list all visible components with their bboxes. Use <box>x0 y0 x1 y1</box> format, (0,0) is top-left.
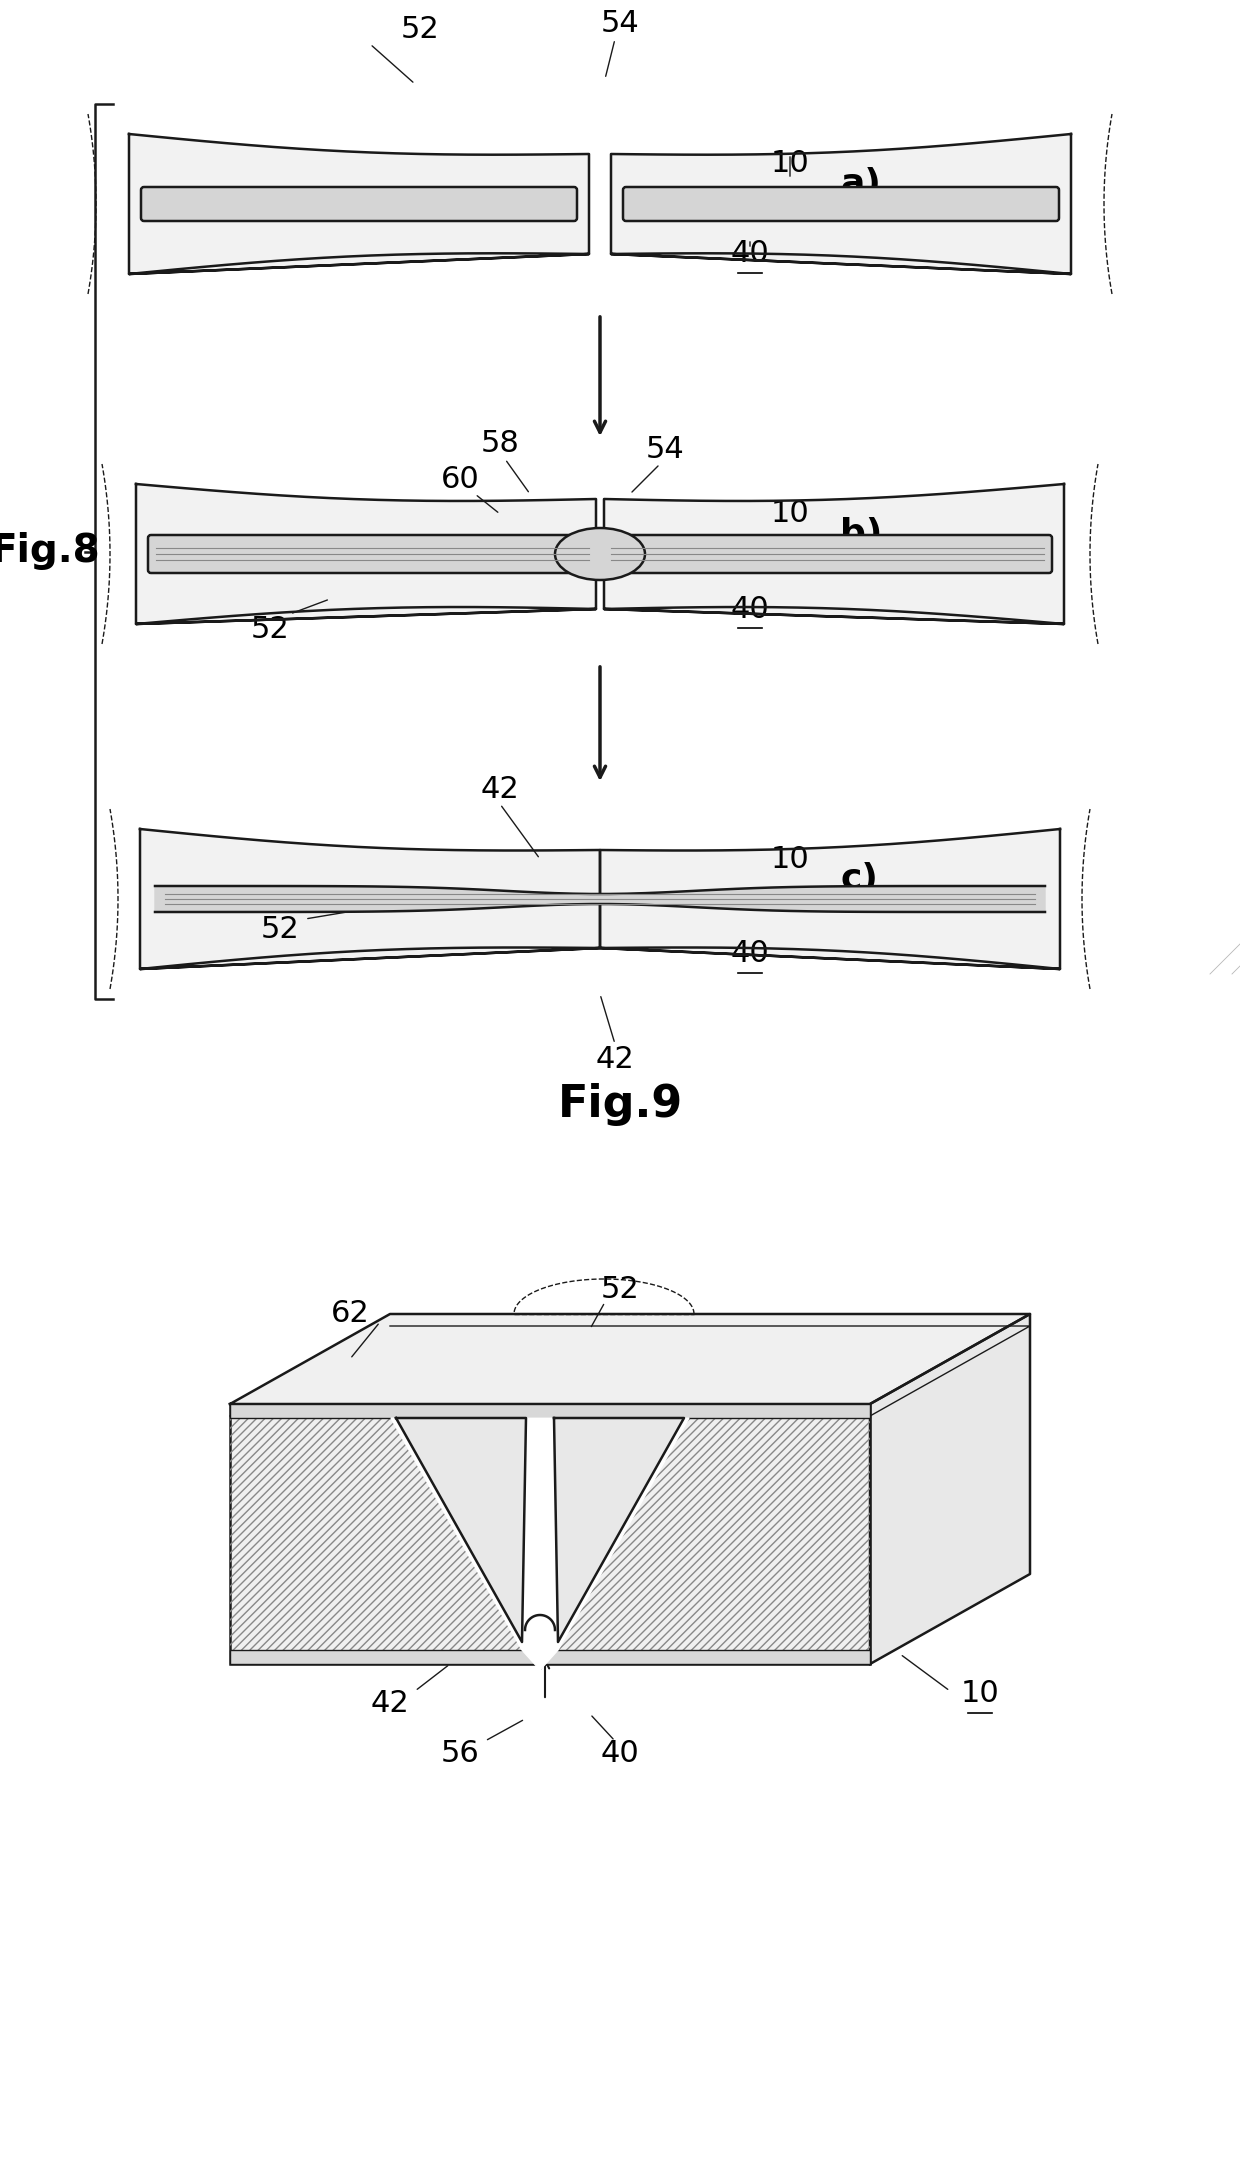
Text: Fig.8: Fig.8 <box>0 533 99 570</box>
Text: c): c) <box>839 863 878 895</box>
Polygon shape <box>870 1315 1030 1664</box>
FancyBboxPatch shape <box>622 188 1059 221</box>
Text: 42: 42 <box>481 775 520 804</box>
Bar <box>229 1404 870 1664</box>
Bar <box>229 1649 870 1664</box>
Polygon shape <box>129 133 589 273</box>
Polygon shape <box>396 1417 526 1642</box>
FancyBboxPatch shape <box>148 535 594 572</box>
Polygon shape <box>140 830 600 970</box>
Polygon shape <box>136 485 596 625</box>
Text: 60: 60 <box>440 465 480 494</box>
Text: 10: 10 <box>770 845 810 874</box>
Polygon shape <box>391 1417 689 1671</box>
Ellipse shape <box>556 529 645 581</box>
Text: 40: 40 <box>730 939 769 968</box>
Polygon shape <box>604 485 1064 625</box>
Text: 54: 54 <box>600 9 640 39</box>
Polygon shape <box>600 830 1060 970</box>
Text: 42: 42 <box>290 539 330 568</box>
FancyBboxPatch shape <box>141 188 577 221</box>
Text: 10: 10 <box>770 149 810 179</box>
Polygon shape <box>554 1417 684 1642</box>
Polygon shape <box>611 133 1071 273</box>
Text: Fig.9: Fig.9 <box>557 1083 683 1125</box>
Text: 52: 52 <box>250 614 289 644</box>
Text: 54: 54 <box>646 435 684 463</box>
Text: 58: 58 <box>481 430 520 459</box>
Text: 42: 42 <box>371 1690 409 1719</box>
Text: 10: 10 <box>961 1679 999 1708</box>
Text: 40: 40 <box>600 1738 640 1769</box>
Text: 42: 42 <box>595 1044 635 1075</box>
Text: b): b) <box>839 518 883 550</box>
Polygon shape <box>229 1315 1030 1404</box>
Text: 52: 52 <box>600 1275 640 1304</box>
Text: 62: 62 <box>331 1299 370 1328</box>
Bar <box>229 1404 870 1417</box>
Text: 52: 52 <box>260 915 299 943</box>
FancyBboxPatch shape <box>606 535 1052 572</box>
Text: a): a) <box>839 166 880 201</box>
Text: 40: 40 <box>730 594 769 622</box>
Text: 10: 10 <box>770 500 810 529</box>
Text: 40: 40 <box>730 240 769 269</box>
Polygon shape <box>155 887 1045 913</box>
Bar <box>229 1404 870 1664</box>
Text: 56: 56 <box>440 1738 480 1769</box>
Text: 52: 52 <box>401 15 439 44</box>
